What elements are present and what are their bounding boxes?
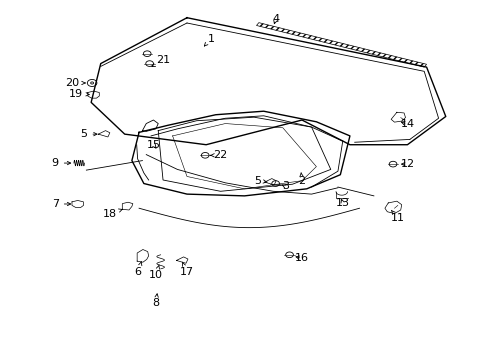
Text: 20: 20 [65, 78, 85, 88]
Text: 18: 18 [103, 208, 122, 219]
Text: 5: 5 [254, 176, 266, 186]
Text: 17: 17 [180, 262, 194, 278]
Text: 21: 21 [152, 55, 170, 67]
Text: 9: 9 [52, 158, 71, 168]
Text: 11: 11 [390, 210, 404, 223]
Text: 3: 3 [281, 181, 288, 192]
Text: 7: 7 [52, 199, 71, 209]
Text: 13: 13 [335, 198, 349, 208]
Polygon shape [256, 23, 426, 67]
Text: 19: 19 [69, 89, 89, 99]
Text: 10: 10 [148, 265, 163, 280]
Text: 6: 6 [134, 262, 142, 278]
Text: 22: 22 [210, 150, 227, 160]
Text: 8: 8 [152, 294, 159, 308]
Text: 4: 4 [271, 14, 279, 24]
Text: 12: 12 [400, 159, 414, 169]
Text: 1: 1 [204, 34, 214, 46]
Text: 5: 5 [81, 129, 97, 139]
Text: 14: 14 [400, 119, 414, 129]
Text: 2: 2 [298, 173, 305, 186]
Text: 16: 16 [294, 253, 308, 263]
Text: 15: 15 [146, 140, 160, 150]
